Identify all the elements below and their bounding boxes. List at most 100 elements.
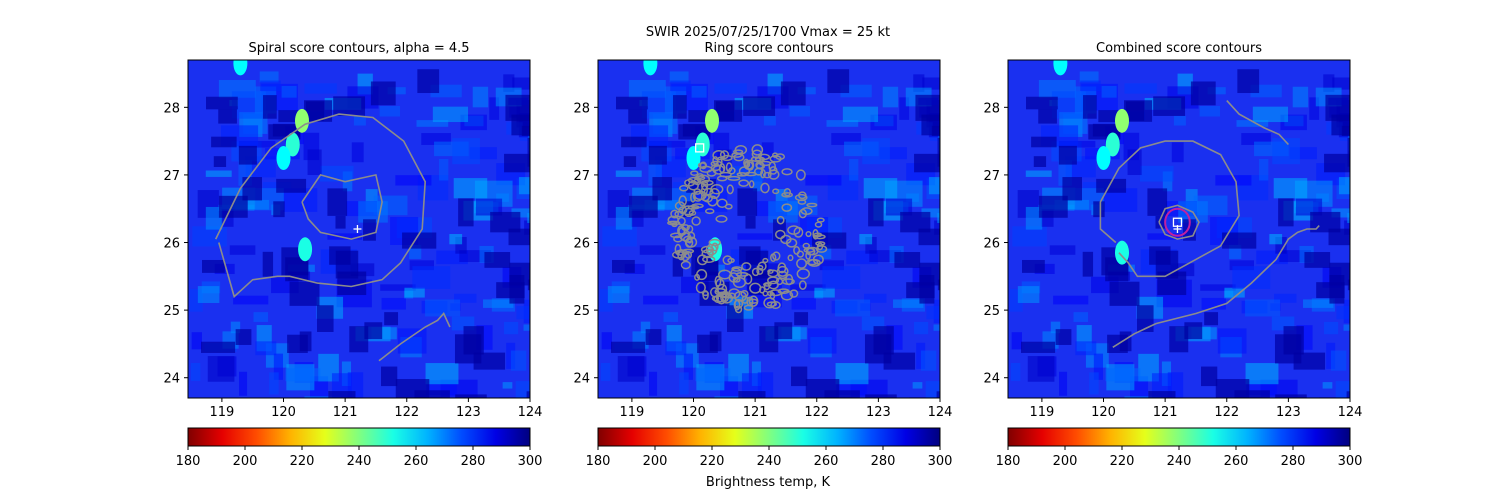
colorbar-tick-label: 180 [176,454,201,469]
clear-patch [1038,109,1057,124]
clear-patch [791,366,808,387]
ring-contour-blob [775,229,786,240]
cloud-patch [1093,353,1104,380]
cloud-patch [506,342,516,369]
ring-contour-blob [700,180,709,191]
cloud-patch [260,80,281,92]
cloud-patch [489,97,500,120]
ring-contour-blob [670,209,680,219]
cloud-patch [665,341,687,356]
ring-contour-blob [688,210,697,216]
ring-contour-blob [767,290,774,297]
ring-contour-blob [719,171,732,178]
cloud-patch [938,135,940,151]
clear-patch [1155,215,1166,229]
cloud-patch [939,377,940,398]
clear-patch [328,391,356,398]
colorbar-tick-label: 220 [1110,454,1135,469]
cloud-patch [1331,208,1350,218]
cloud-patch [1344,220,1350,235]
cloud-patch [926,305,940,320]
colorbar-tick-label: 280 [461,454,486,469]
ring-contour-blob [691,216,701,226]
cloud-patch [1139,165,1174,182]
clear-patch [1304,252,1331,268]
ring-contour-blob [702,290,709,300]
clear-patch [1021,341,1056,353]
ring-contour-blob [762,171,772,179]
cloud-patch [510,350,527,371]
clear-patch [900,211,931,233]
cloud-patch [1324,321,1339,335]
clear-patch [827,69,850,94]
cloud-patch [1348,135,1350,151]
cloud-patch [207,356,235,382]
cloud-patch [1050,321,1061,334]
axes-frame [187,59,531,399]
cloud-patch [1207,87,1226,95]
clear-patch [1347,137,1350,167]
ring-contour-blob [783,188,792,197]
clear-patch [242,177,263,201]
axes-frame [597,59,941,399]
cloud-patch [1075,341,1097,356]
clear-patch [936,391,940,398]
cloud-patch [255,341,277,356]
cloud-patch [1027,356,1055,382]
cloud-patch [602,226,637,247]
x-tick-label: 123 [866,405,891,420]
ring-contour-blob [770,300,781,310]
colorbar-tick-label: 180 [996,454,1021,469]
clear-patch [1328,228,1350,246]
clear-patch [1062,177,1083,201]
clear-patch [289,281,320,306]
cloud-patch [885,198,913,216]
cloud-patch [380,284,416,291]
best-ring-marker [1164,207,1191,237]
score-contour [1158,204,1200,240]
y-tick-label: 25 [573,304,590,319]
x-tick-label: 119 [619,405,644,420]
cloud-patch [899,97,910,120]
cloud-patch [663,312,679,322]
ring-contour-blob [763,297,776,309]
clear-patch [263,95,277,119]
ring-contour-blob [727,175,741,181]
cloud-patch [1236,397,1263,398]
cloud-patch [1215,175,1252,186]
clear-patch [473,352,506,370]
cloud-patch [230,321,241,334]
cloud-patch [916,342,926,369]
clear-patch [737,188,758,216]
cloud-patch [863,178,898,199]
cloud-patch [409,260,435,271]
cloud-patch [912,382,923,389]
ring-contour-blob [720,292,734,304]
ring-contour-blob [748,298,759,304]
cloud-patch [1129,376,1149,398]
cloud-patch [453,178,488,199]
colorbar-tick-label: 240 [1167,454,1192,469]
cloud-patch [515,381,530,398]
panel-title: Spiral score contours, alpha = 4.5 [248,41,469,56]
clear-patch [1275,394,1307,398]
cloud-patch [791,297,816,310]
clear-patch [213,156,227,167]
cold-cloud-spot [1053,60,1068,76]
cloud-patch [1326,342,1336,369]
cloud-patch [789,106,811,117]
ring-contour-blob [777,270,788,280]
colorbar [1007,427,1351,447]
y-tick-label: 26 [163,237,180,252]
clear-patch [287,334,308,354]
colorbar-tick-label: 240 [757,454,782,469]
clear-patch [1096,178,1127,193]
cloud-patch [1200,284,1236,291]
clear-patch [1083,95,1097,119]
clear-patch [490,211,521,233]
ring-contour-blob [769,155,782,163]
ring-contour-blob [677,216,686,226]
x-tick-label: 122 [1214,405,1239,420]
cloud-patch [1241,133,1271,145]
clear-patch [628,195,658,218]
